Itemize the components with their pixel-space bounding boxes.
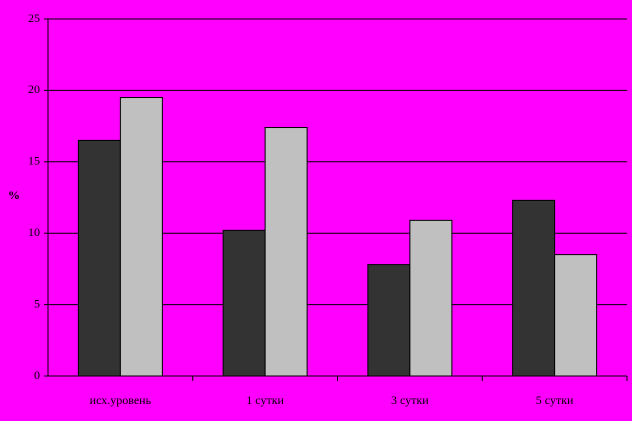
- x-tick-label: 5 сутки: [536, 393, 574, 407]
- y-tick-label: 0: [34, 368, 40, 382]
- y-tick-label: 10: [28, 225, 40, 239]
- bar: [512, 199, 556, 377]
- y-tick-label: 20: [28, 82, 40, 96]
- bar: [222, 229, 266, 377]
- x-tick-label: 1 сутки: [246, 393, 284, 407]
- x-tick-label: исх.уровень: [90, 393, 152, 407]
- bar: [554, 254, 598, 377]
- y-tick-label: 5: [34, 296, 40, 310]
- y-tick-label: 15: [28, 154, 40, 168]
- bar: [409, 219, 453, 377]
- y-axis-label: %: [8, 188, 20, 202]
- bar: [264, 127, 308, 377]
- y-tick-label: 25: [28, 11, 40, 25]
- bar: [367, 264, 411, 377]
- x-tick-label: 3 сутки: [391, 393, 429, 407]
- bar: [77, 139, 121, 377]
- bar: [119, 97, 163, 377]
